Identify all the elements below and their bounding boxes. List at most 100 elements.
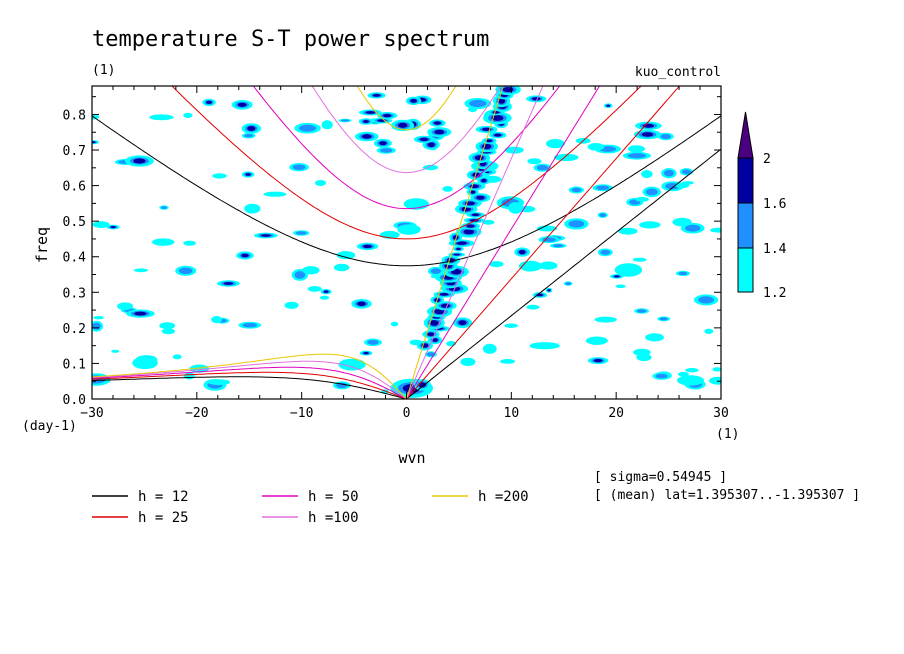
contour-blob [212, 173, 227, 179]
legend: h = 12 h = 25 h = 50 h =100 h =200 [92, 489, 529, 526]
contour-blob [655, 373, 668, 379]
x-axis-label: wvn [398, 449, 425, 467]
rossby-curve [92, 360, 407, 399]
contour-blob [433, 121, 441, 125]
contour-blob [526, 304, 540, 310]
x-axis-ticks: −30 −20 −10 0 10 20 30 [80, 86, 729, 421]
colorbar-label: 2 [763, 152, 771, 167]
y-axis-ticks: 0.0 0.1 0.2 0.3 0.4 0.5 0.6 0.7 0.8 [63, 96, 721, 408]
rossby-curve [92, 353, 407, 399]
x-tick-label: 0 [403, 406, 411, 421]
contour-blob [615, 284, 626, 289]
colorbar-swatch [737, 202, 754, 249]
contour-blob [149, 114, 174, 121]
contour-blob [674, 182, 690, 189]
contour-blob [685, 368, 699, 373]
contour-blob [636, 309, 647, 313]
contour-blob [677, 371, 689, 377]
contour-blob [247, 126, 256, 131]
colorbar-swatch [737, 247, 754, 293]
contour-blob [497, 98, 506, 104]
contour-blob [469, 99, 487, 108]
contour-blob [568, 220, 585, 228]
contour-blob [152, 238, 175, 246]
kelvin-curve [406, 86, 681, 399]
contour-blob [93, 316, 104, 320]
contour-blob [363, 352, 369, 355]
contour-blob [111, 349, 120, 353]
inertia-gravity-curve [311, 86, 502, 174]
contour-blob [585, 336, 608, 345]
contour-blob [183, 112, 193, 119]
contour-blob [536, 165, 549, 171]
contour-blob [92, 114, 100, 120]
contour-blob [211, 316, 223, 324]
contour-blob [635, 197, 649, 202]
legend-label: h = 50 [308, 489, 359, 505]
contour-blob [565, 282, 571, 286]
contour-blob [614, 263, 643, 277]
x-tick-label: −20 [185, 406, 208, 421]
contour-blob [500, 359, 516, 364]
contour-blob [365, 111, 376, 114]
contour-blob [183, 240, 196, 246]
contour-blob [172, 354, 182, 360]
colorbar-label: 1.4 [763, 242, 787, 257]
contour-blob [508, 202, 524, 214]
contour-blob [461, 206, 471, 212]
contour-blob [482, 219, 495, 225]
rossby-curve [92, 366, 407, 399]
contour-blob [645, 333, 664, 342]
chart-title: temperature S-T power spectrum [92, 27, 489, 52]
colorbar: 1.2 1.4 1.6 2 [737, 111, 787, 301]
contour-blob [518, 250, 526, 255]
legend-label: h = 25 [138, 510, 189, 526]
contour-blob [390, 321, 399, 327]
inertia-gravity-curve [356, 86, 457, 131]
inertia-gravity-curve [171, 86, 642, 240]
contour-blob [92, 141, 96, 144]
chart-subtitle-left: (1) [92, 63, 115, 78]
colorbar-label: 1.6 [763, 197, 786, 212]
contour-blob [357, 301, 366, 306]
contour-blob [241, 253, 249, 258]
contour-blob [434, 308, 445, 315]
contour-blob [659, 317, 668, 321]
contour-blob [709, 376, 721, 385]
contour-blob [323, 290, 329, 293]
contour-blob [596, 185, 610, 191]
contour-blob [529, 342, 560, 350]
contour-blob [336, 251, 356, 260]
contour-blob [481, 178, 487, 183]
contour-blob [132, 356, 158, 370]
contour-blob [284, 301, 299, 309]
x-tick-label: −10 [290, 406, 313, 421]
contour-blob [263, 191, 287, 197]
x-axis-unit: (1) [716, 427, 739, 442]
contour-blob [133, 268, 148, 273]
contour-blob [439, 293, 449, 296]
contour-blob [470, 190, 476, 194]
contour-blob [482, 343, 497, 354]
contour-blob [677, 375, 704, 386]
y-axis-unit: (day-1) [22, 419, 77, 434]
contour-blob [553, 153, 579, 161]
colorbar-label: 1.2 [763, 286, 786, 301]
contour-blob [319, 295, 330, 300]
contour-blob [627, 145, 646, 153]
contour-blob [632, 257, 647, 262]
contour-blob [410, 99, 417, 103]
contour-blob [466, 224, 475, 228]
y-axis-label: freq [33, 227, 51, 263]
contour-blob [307, 286, 322, 292]
y-tick-label: 0.1 [63, 357, 86, 372]
contour-blob [600, 249, 611, 255]
contour-blob [92, 322, 101, 330]
contour-blob [338, 358, 366, 371]
contour-blob [471, 213, 480, 217]
contour-fill-layer [92, 86, 721, 398]
contour-blob [427, 142, 435, 147]
contour-blob [552, 244, 564, 248]
contour-blob [431, 338, 438, 342]
